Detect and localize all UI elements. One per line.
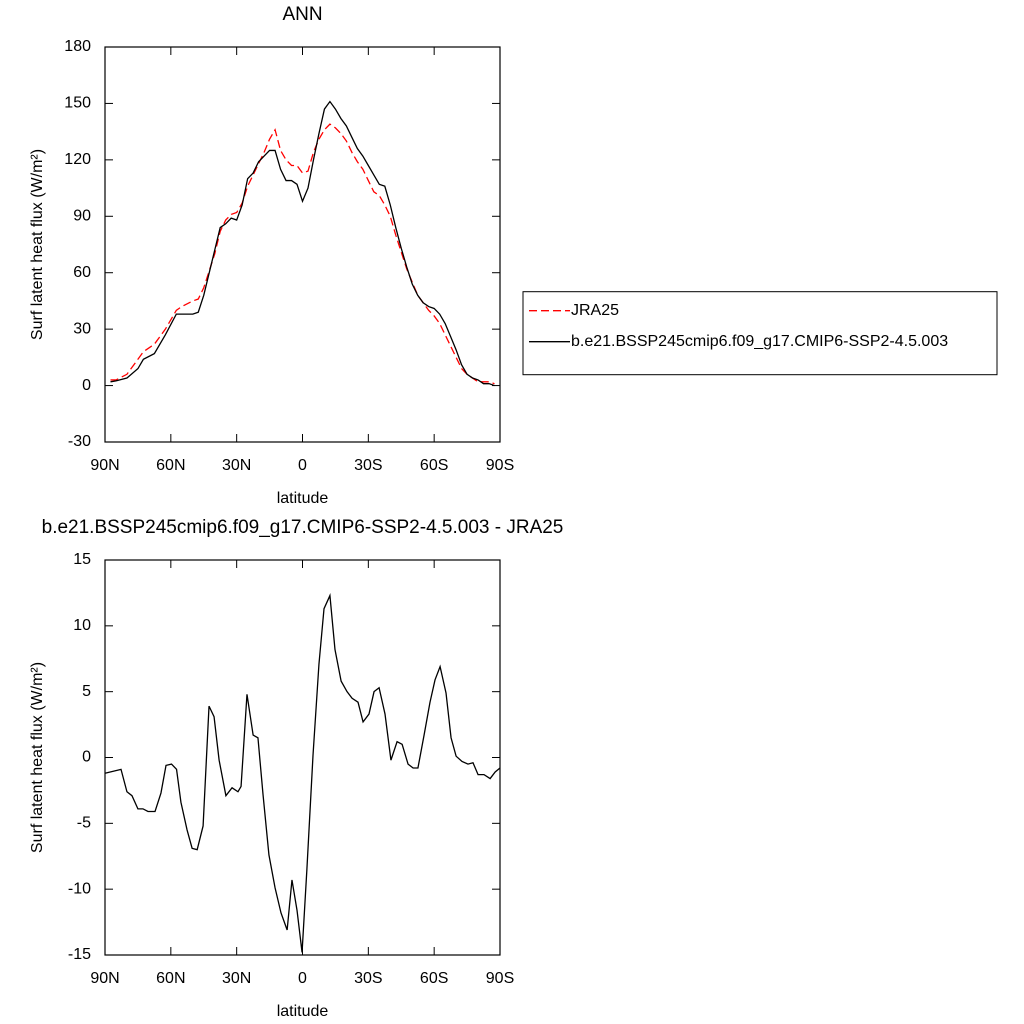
x-tick-label: 60N (156, 457, 185, 474)
series-line (110, 100, 495, 387)
x-tick-label: 90N (90, 970, 119, 987)
x-axis-label: latitude (277, 490, 329, 507)
chart-title: b.e21.BSSP245cmip6.f09_g17.CMIP6-SSP2-4.… (42, 517, 564, 538)
series-line (110, 123, 495, 385)
y-tick-label: -15 (68, 946, 91, 963)
y-tick-label: 5 (82, 683, 91, 700)
y-tick-label: -30 (68, 433, 91, 450)
x-tick-label: 90N (90, 457, 119, 474)
y-tick-label: 60 (73, 264, 91, 281)
y-tick-label: 120 (64, 151, 91, 168)
plot-frame (104, 46, 501, 443)
x-tick-label: 0 (298, 457, 307, 474)
x-tick-label: 30S (354, 457, 382, 474)
y-tick-label: 10 (73, 617, 91, 634)
chart-title: ANN (282, 4, 322, 25)
x-tick-label: 30N (222, 457, 251, 474)
legend-label: JRA25 (571, 302, 619, 319)
y-tick-label: -10 (68, 880, 91, 897)
y-tick-label: 0 (82, 377, 91, 394)
y-tick-label: 0 (82, 749, 91, 766)
x-tick-label: 60S (420, 970, 448, 987)
y-tick-label: 15 (73, 551, 91, 568)
x-tick-label: 60N (156, 970, 185, 987)
y-axis-label: Surf latent heat flux (W/m²) (29, 662, 46, 853)
legend-label: b.e21.BSSP245cmip6.f09_g17.CMIP6-SSP2-4.… (571, 333, 948, 350)
x-tick-label: 0 (298, 970, 307, 987)
series-line (104, 593, 501, 953)
x-tick-label: 30S (354, 970, 382, 987)
y-tick-label: 90 (73, 208, 91, 225)
x-tick-label: 90S (486, 970, 514, 987)
x-tick-label: 60S (420, 457, 448, 474)
y-tick-label: -5 (77, 815, 91, 832)
y-axis-label: Surf latent heat flux (W/m²) (29, 149, 46, 340)
plot-frame (104, 559, 501, 956)
legend-box (522, 291, 998, 376)
x-tick-label: 30N (222, 970, 251, 987)
x-tick-label: 90S (486, 457, 514, 474)
y-tick-label: 30 (73, 320, 91, 337)
y-tick-label: 150 (64, 95, 91, 112)
x-axis-label: latitude (277, 1003, 329, 1020)
y-tick-label: 180 (64, 38, 91, 55)
